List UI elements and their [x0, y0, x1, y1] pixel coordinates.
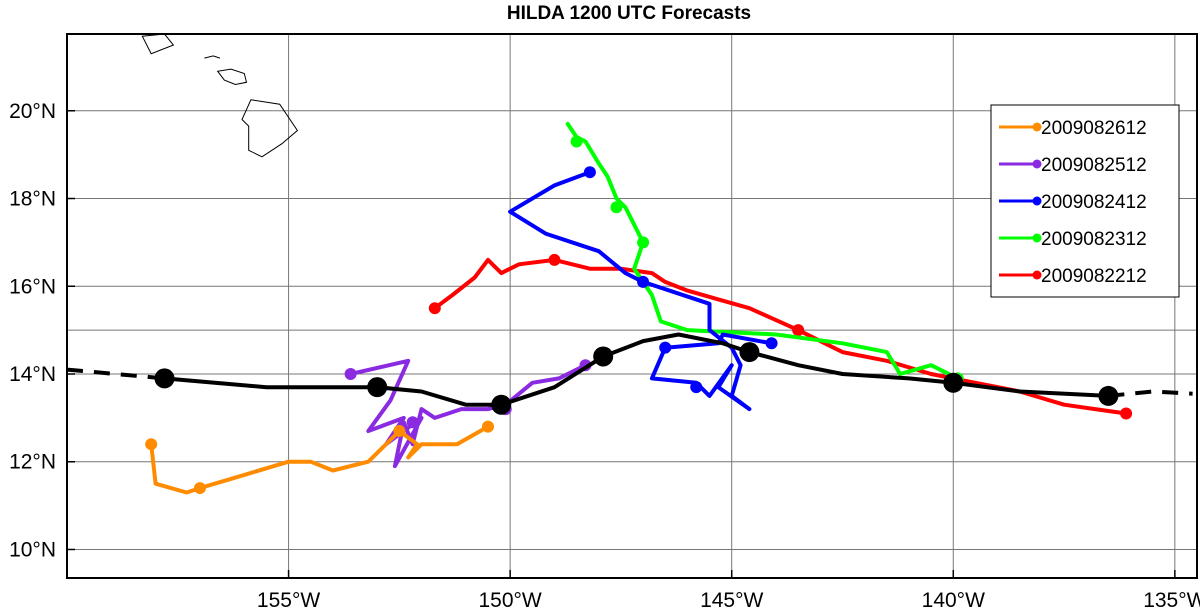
best-track-point [154, 368, 175, 389]
track-point [637, 236, 650, 249]
x-tick-label: 145°W [700, 589, 763, 612]
best-track-point [593, 346, 614, 367]
legend: 2009082612 2009082512 2009082412 2009082312… [990, 104, 1180, 298]
best-track-point [739, 342, 760, 363]
track-point [393, 425, 406, 438]
best-track [66, 332, 1193, 415]
best-track-point [1098, 385, 1119, 406]
track-point [637, 275, 650, 288]
track-2009082412 [508, 170, 774, 412]
legend-swatch-dot [1032, 233, 1042, 243]
track-point [344, 368, 357, 380]
y-tick-label: 14°N [9, 363, 56, 386]
legend-swatch-dot [1032, 270, 1042, 280]
best-track-dashed-west [66, 367, 165, 381]
x-tick-label: 155°W [257, 589, 320, 612]
best-track-line [164, 332, 1109, 407]
legend-label: 2009082512 [1041, 155, 1147, 176]
y-tick-label: 16°N [9, 275, 56, 298]
track-point [481, 420, 494, 433]
track-point [193, 482, 206, 495]
x-tick-label: 135°W [1143, 589, 1200, 612]
track-point [145, 438, 158, 451]
plot-frame [66, 33, 1198, 579]
y-tick-label: 18°N [9, 188, 56, 211]
legend-label: 2009082312 [1041, 229, 1147, 250]
legend-swatch-dot [1032, 122, 1042, 132]
legend-swatch-dot [1032, 196, 1042, 206]
legend-label: 2009082412 [1041, 192, 1147, 213]
track-point [1120, 407, 1133, 420]
chart-title: HILDA 1200 UTC Forecasts [507, 3, 751, 24]
best-track-point [491, 394, 512, 415]
best-track-point [367, 377, 388, 398]
y-tick-label: 10°N [9, 538, 56, 561]
forecast-tracks [145, 121, 1133, 495]
x-tick-label: 150°W [479, 589, 542, 612]
track-2009082612 [149, 424, 490, 495]
track-point [610, 201, 623, 214]
best-track-point [943, 372, 964, 393]
hawaii-coastline [141, 33, 299, 158]
track-point [690, 381, 703, 394]
legend-label: 2009082212 [1041, 266, 1147, 287]
x-axis-ticks: 155°W 150°W 145°W 140°W 135°W [257, 570, 1200, 612]
track-point [765, 337, 778, 350]
y-tick-label: 20°N [9, 100, 56, 123]
track-point [583, 166, 596, 179]
track-point [570, 135, 583, 148]
x-tick-label: 140°W [922, 589, 985, 612]
island-outline [216, 68, 248, 86]
y-tick-label: 12°N [9, 451, 56, 474]
track-point [659, 341, 672, 354]
track-point [548, 253, 561, 266]
track-point [406, 416, 419, 429]
legend-label: 2009082612 [1041, 118, 1147, 139]
best-track-dashed-east [1108, 389, 1193, 398]
island-outline [241, 99, 299, 158]
legend-swatch-dot [1032, 159, 1042, 169]
y-axis-ticks: 10°N 12°N 14°N 16°N 18°N 20°N [9, 100, 75, 561]
track-point [428, 302, 441, 315]
track-point [792, 324, 805, 337]
island-outline [204, 55, 221, 59]
